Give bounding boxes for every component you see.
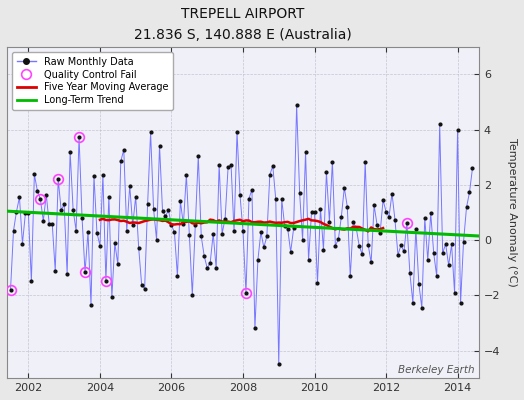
Y-axis label: Temperature Anomaly (°C): Temperature Anomaly (°C) — [507, 138, 517, 287]
Title: TREPELL AIRPORT
21.836 S, 140.888 E (Australia): TREPELL AIRPORT 21.836 S, 140.888 E (Aus… — [134, 7, 352, 42]
Text: Berkeley Earth: Berkeley Earth — [398, 365, 474, 375]
Legend: Raw Monthly Data, Quality Control Fail, Five Year Moving Average, Long-Term Tren: Raw Monthly Data, Quality Control Fail, … — [12, 52, 173, 110]
